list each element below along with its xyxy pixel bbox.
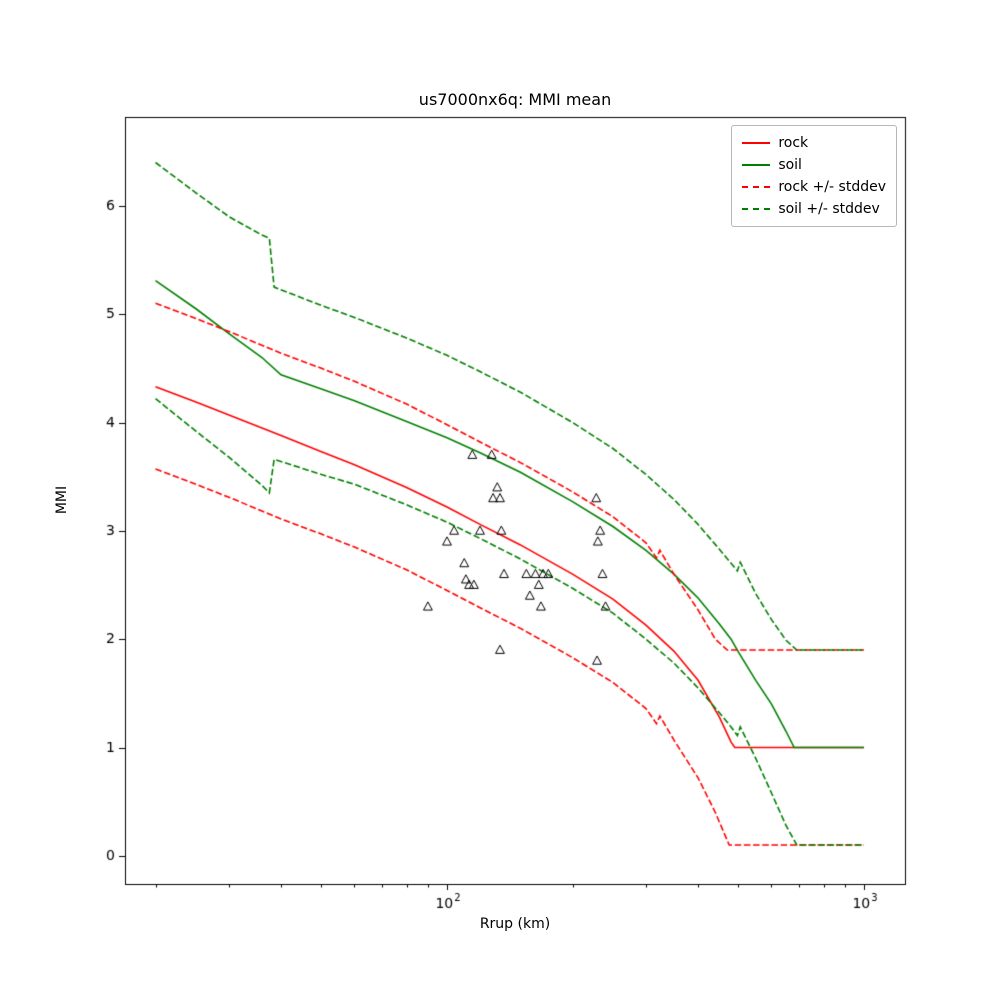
legend-item-rock: rock (742, 132, 886, 154)
legend-label-rock: rock (778, 135, 809, 151)
legend-label-rock-stddev: rock +/- stddev (778, 179, 886, 195)
legend-swatch-rock (742, 142, 771, 144)
legend-swatch-rock-stddev (742, 186, 771, 188)
chart-title: us7000nx6q: MMI mean (418, 90, 612, 109)
legend-label-soil: soil (778, 157, 802, 173)
y-axis-label: MMI (54, 485, 70, 515)
legend-item-rock-stddev: rock +/- stddev (742, 176, 886, 198)
legend-item-soil-stddev: soil +/- stddev (742, 198, 886, 220)
x-axis-label: Rrup (km) (479, 916, 551, 932)
legend-swatch-soil (742, 164, 771, 166)
legend-label-soil-stddev: soil +/- stddev (778, 201, 880, 217)
legend: rock soil rock +/- stddev soil +/- stdde… (731, 125, 897, 227)
legend-swatch-soil-stddev (742, 208, 771, 210)
legend-item-soil: soil (742, 154, 886, 176)
